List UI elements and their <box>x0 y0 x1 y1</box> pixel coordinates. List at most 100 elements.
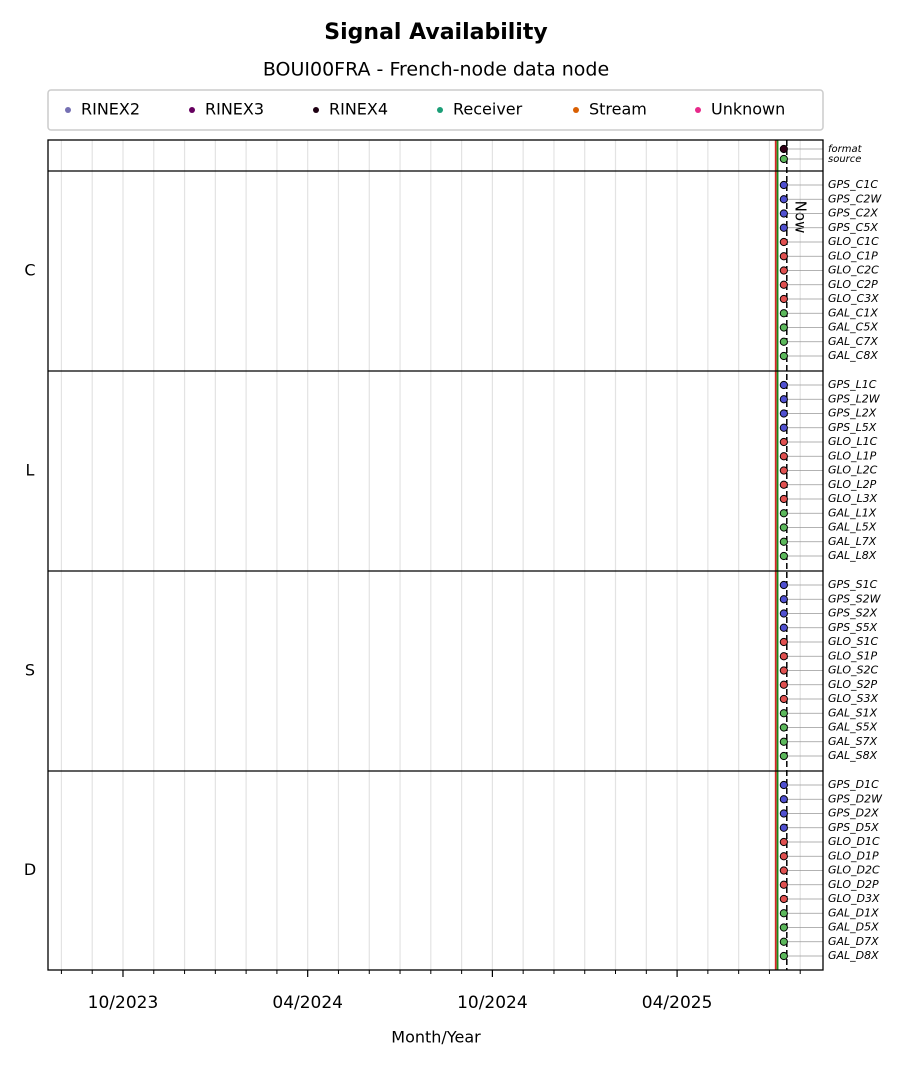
panel-label: S <box>25 661 35 680</box>
availability-point <box>779 737 788 746</box>
signal-label: GLO_L1P <box>828 449 877 462</box>
availability-point <box>779 337 788 346</box>
legend-marker <box>695 107 701 113</box>
signal-label: GAL_C1X <box>828 306 878 319</box>
availability-point <box>779 951 788 961</box>
availability-point <box>779 195 788 204</box>
availability-point <box>779 280 788 289</box>
legend-label: RINEX2 <box>81 100 140 119</box>
signal-label: GPS_L2X <box>828 407 877 420</box>
availability-point <box>779 723 788 732</box>
legend-marker <box>313 107 319 113</box>
availability-point <box>779 437 788 447</box>
legend-label: Receiver <box>453 100 523 119</box>
availability-point <box>779 494 788 504</box>
signal-label: GLO_D2P <box>828 878 879 891</box>
availability-point <box>779 795 788 804</box>
signal-label: GLO_L1C <box>828 435 878 448</box>
availability-point <box>779 809 788 818</box>
availability-point <box>779 837 788 847</box>
x-tick-label: 04/2024 <box>272 993 343 1013</box>
signal-label: GAL_C7X <box>828 335 878 348</box>
x-tick-label: 10/2023 <box>88 993 159 1013</box>
signal-label: GLO_C2C <box>828 264 879 277</box>
availability-point <box>779 144 788 154</box>
axes-frame <box>47 139 824 971</box>
chart-subtitle: BOUI00FRA - French-node data node <box>263 59 609 81</box>
signal-label: GPS_C1C <box>828 178 878 191</box>
availability-point <box>779 580 788 590</box>
availability-point <box>779 637 788 647</box>
signal-label: GPS_S5X <box>828 621 878 634</box>
signal-label: GAL_D8X <box>828 949 879 962</box>
signal-label: GLO_S2C <box>828 664 878 677</box>
signal-label: GLO_D2C <box>828 864 880 877</box>
signal-label: GLO_L3X <box>828 492 878 505</box>
availability-point <box>779 309 788 318</box>
availability-point <box>779 237 788 247</box>
signal-label: GLO_S2P <box>828 678 877 691</box>
signal-label: GLO_L2P <box>828 478 877 491</box>
availability-point <box>779 551 788 561</box>
signal-label: GPS_L2W <box>828 392 881 405</box>
availability-point <box>779 937 788 946</box>
signal-label: GPS_D5X <box>828 821 879 834</box>
availability-point <box>779 351 788 361</box>
x-tick-label: 10/2024 <box>457 993 528 1013</box>
signal-label: GLO_C1C <box>828 235 879 248</box>
availability-point <box>779 452 788 461</box>
legend-label: RINEX4 <box>329 100 388 119</box>
signal-label: GLO_D1P <box>828 849 879 862</box>
x-tick-label: 04/2025 <box>642 993 713 1013</box>
signal-label: GAL_S5X <box>828 721 878 734</box>
availability-point <box>779 694 788 704</box>
availability-point <box>779 609 788 618</box>
availability-point <box>779 852 788 861</box>
signal-label: GAL_L7X <box>828 535 877 548</box>
availability-point <box>779 252 788 261</box>
availability-point <box>779 523 788 532</box>
availability-point <box>779 709 788 718</box>
availability-point <box>779 595 788 604</box>
signal-label: GAL_C8X <box>828 349 878 362</box>
availability-point <box>779 409 788 418</box>
availability-point <box>779 909 788 918</box>
legend-box <box>47 89 824 131</box>
availability-point <box>779 423 788 432</box>
signal-label: GLO_C2P <box>828 278 878 291</box>
chart-title: Signal Availability <box>324 20 547 45</box>
availability-point <box>779 180 788 190</box>
signal-label: GAL_D1X <box>828 906 879 919</box>
signal-label: GLO_C3X <box>828 292 879 305</box>
signal-label: GAL_S1X <box>828 706 878 719</box>
availability-point <box>779 823 788 832</box>
availability-point <box>779 537 788 546</box>
signal-label: GPS_S2W <box>828 592 882 605</box>
signal-label: GPS_C2W <box>828 192 882 205</box>
legend-marker <box>437 107 443 113</box>
signal-label: GPS_D2W <box>828 792 883 805</box>
legend-marker <box>189 107 195 113</box>
panel-label: C <box>24 261 35 280</box>
availability-point <box>779 923 788 932</box>
signal-label: GPS_L5X <box>828 421 877 434</box>
signal-label: GLO_D3X <box>828 892 880 905</box>
availability-point <box>779 294 788 304</box>
availability-point <box>779 866 788 875</box>
signal-label: GPS_D2X <box>828 807 879 820</box>
availability-point <box>779 666 788 675</box>
signal-label: GPS_C5X <box>828 221 878 234</box>
signal-label: GPS_S1C <box>828 578 878 591</box>
availability-point <box>779 751 788 761</box>
availability-point <box>779 480 788 489</box>
signal-label: GLO_S3X <box>828 692 878 705</box>
availability-point <box>779 266 788 275</box>
panel-label: D <box>24 860 36 879</box>
availability-point <box>779 509 788 518</box>
signal-label: GLO_D1C <box>828 835 880 848</box>
availability-point <box>779 395 788 404</box>
availability-point <box>779 209 788 218</box>
legend-label: Unknown <box>711 100 785 119</box>
